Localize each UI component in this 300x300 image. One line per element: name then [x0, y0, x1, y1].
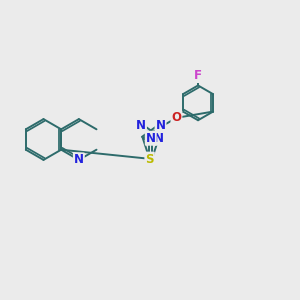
- Text: S: S: [145, 152, 154, 166]
- Text: N: N: [74, 153, 84, 167]
- Text: N: N: [146, 132, 156, 145]
- Text: O: O: [171, 111, 182, 124]
- Text: N: N: [154, 132, 164, 145]
- Text: F: F: [194, 69, 202, 82]
- Text: N: N: [155, 119, 166, 132]
- Text: N: N: [136, 119, 146, 132]
